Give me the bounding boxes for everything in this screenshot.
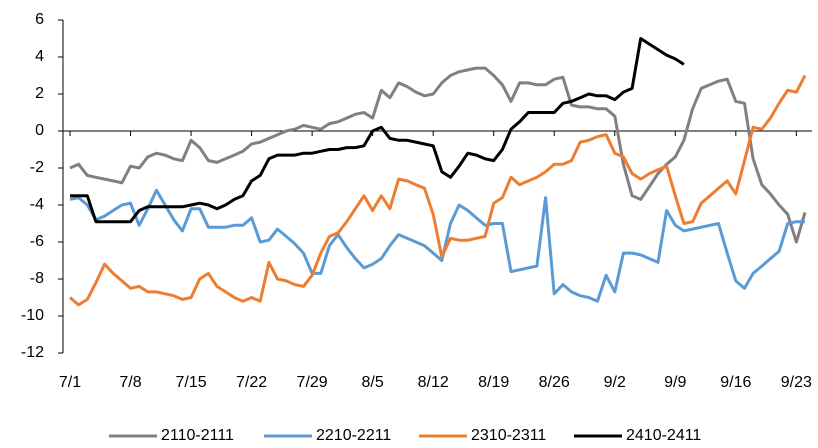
x-tick-label: 7/22 bbox=[236, 374, 267, 391]
x-tick-label: 9/23 bbox=[781, 374, 812, 391]
y-tick-label: -6 bbox=[30, 233, 44, 250]
x-tick-label: 8/26 bbox=[539, 374, 570, 391]
line-series bbox=[70, 37, 685, 224]
x-tick-label: 7/29 bbox=[297, 374, 328, 391]
x-tick-label: 8/12 bbox=[418, 374, 449, 391]
line-series bbox=[69, 74, 807, 307]
x-tick-label: 9/2 bbox=[604, 374, 626, 391]
y-tick-label: 0 bbox=[35, 122, 44, 139]
legend-label: 2110-2111 bbox=[161, 427, 234, 444]
x-tick-label: 7/1 bbox=[59, 374, 81, 391]
x-tick-label: 7/8 bbox=[119, 374, 141, 391]
legend-label: 2210-2211 bbox=[316, 427, 391, 444]
legend-label: 2410-2411 bbox=[626, 427, 701, 444]
y-tick-label: -10 bbox=[21, 307, 44, 324]
y-tick-label: -12 bbox=[21, 344, 44, 361]
y-tick-label: -2 bbox=[30, 159, 44, 176]
x-tick-label: 9/16 bbox=[720, 374, 751, 391]
y-tick-label: 4 bbox=[35, 48, 44, 65]
legend-label: 2310-2311 bbox=[471, 427, 546, 444]
x-tick-label: 8/19 bbox=[478, 374, 509, 391]
x-tick-label: 8/5 bbox=[362, 374, 384, 391]
y-tick-label: -8 bbox=[30, 270, 44, 287]
line-series bbox=[69, 188, 805, 303]
x-tick-label: 7/15 bbox=[175, 374, 206, 391]
line-series bbox=[69, 66, 807, 244]
y-tick-label: 6 bbox=[35, 11, 44, 28]
x-tick-label: 9/9 bbox=[664, 374, 686, 391]
y-tick-label: -4 bbox=[30, 196, 44, 213]
y-tick-label: 2 bbox=[35, 85, 44, 102]
